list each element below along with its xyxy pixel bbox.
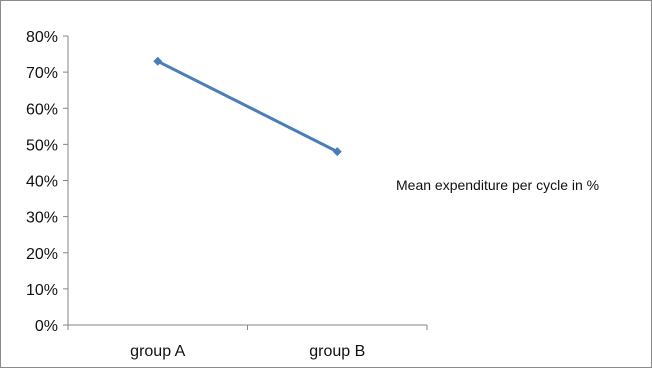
y-tick-label: 0% bbox=[35, 318, 58, 335]
x-tick-label: group A bbox=[130, 343, 185, 360]
y-tick-label: 80% bbox=[26, 29, 58, 46]
y-tick-label: 30% bbox=[26, 210, 58, 227]
x-axis: group A group B bbox=[67, 324, 428, 360]
y-tick-label: 70% bbox=[26, 65, 58, 82]
data-point-marker bbox=[332, 147, 342, 157]
legend: Mean expenditure per cycle in % bbox=[396, 177, 599, 193]
x-tick-label: group B bbox=[309, 343, 365, 360]
data-point-marker bbox=[153, 56, 163, 66]
y-tick-label: 10% bbox=[26, 282, 58, 299]
series-line bbox=[156, 59, 339, 154]
y-tick-label: 60% bbox=[26, 101, 58, 118]
y-axis: 0% 10% 20% 30% 40% 50% 60% 70% 80% bbox=[26, 29, 69, 335]
y-tick-label: 50% bbox=[26, 137, 58, 154]
y-tick-label: 40% bbox=[26, 174, 58, 191]
y-tick-label: 20% bbox=[26, 246, 58, 263]
series-plot bbox=[153, 56, 342, 157]
legend-label: Mean expenditure per cycle in % bbox=[396, 177, 599, 193]
